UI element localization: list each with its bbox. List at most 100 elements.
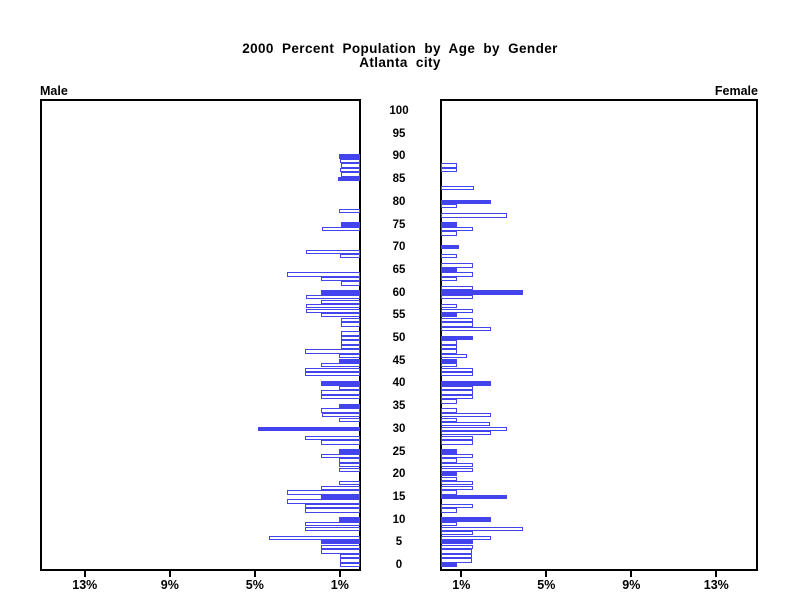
bar-female-age-25 <box>441 449 457 454</box>
bar-female-age-2 <box>441 553 472 559</box>
bar-male-age-12 <box>304 508 361 513</box>
bar-male-age-0 <box>339 562 360 568</box>
female-5pct-label: 5% <box>537 578 556 592</box>
bar-male-age-74 <box>321 226 361 232</box>
bar-female-age-47 <box>441 349 457 354</box>
bar-male-age-6 <box>268 535 360 540</box>
age-tick-label-40: 40 <box>392 377 406 390</box>
bar-female-age-66 <box>441 263 473 268</box>
bar-female-age-44 <box>441 363 457 368</box>
bar-male-age-23 <box>338 458 361 463</box>
bar-male-age-14 <box>286 499 360 504</box>
chart-subtitle: Atlanta city <box>359 55 441 70</box>
bar-male-age-63 <box>320 276 360 282</box>
age-tick-label-80: 80 <box>392 195 406 208</box>
bar-female-age-16 <box>441 490 457 495</box>
bar-male-age-50 <box>340 335 360 341</box>
bar-male-age-62 <box>340 281 360 286</box>
bar-female-age-19 <box>441 476 457 481</box>
bar-male-age-89 <box>339 158 360 164</box>
bar-male-age-35 <box>338 403 361 409</box>
age-tick-label-45: 45 <box>392 354 406 367</box>
bar-female-age-7 <box>441 531 473 536</box>
bar-female-age-1 <box>441 558 472 563</box>
bar-female-age-6 <box>441 535 491 540</box>
bar-female-age-80 <box>441 199 491 204</box>
female-13pct-label: 13% <box>703 578 729 592</box>
bar-male-age-75 <box>340 222 360 227</box>
bar-female-age-70 <box>441 245 460 250</box>
age-tick-label-50: 50 <box>392 332 406 344</box>
age-tick-label-5: 5 <box>395 536 403 549</box>
bar-female-age-73 <box>441 231 457 236</box>
bar-female-age-24 <box>441 453 473 459</box>
bar-female-age-29 <box>441 431 491 436</box>
bar-female-age-27 <box>441 440 473 445</box>
bar-male-age-32 <box>338 417 361 422</box>
age-tick-label-20: 20 <box>392 468 406 481</box>
bar-male-age-49 <box>340 340 360 345</box>
bar-female-age-54 <box>441 317 473 322</box>
male-5pct-label: 5% <box>245 578 264 592</box>
age-tick-label-100: 100 <box>389 105 409 117</box>
bar-male-age-46 <box>338 354 361 359</box>
bar-male-age-38 <box>320 390 360 395</box>
bar-female-age-55 <box>441 313 457 318</box>
bar-male-age-9 <box>304 521 361 527</box>
male-13pct-tick <box>83 571 86 577</box>
bar-male-age-21 <box>338 467 361 472</box>
age-tick-label-95: 95 <box>392 127 406 140</box>
bar-male-age-40 <box>320 381 360 386</box>
bar-male-age-87 <box>339 167 360 173</box>
bar-male-age-85 <box>337 176 360 182</box>
bar-female-age-12 <box>441 508 457 513</box>
bar-female-age-9 <box>441 521 457 527</box>
male-1pct-tick <box>338 571 341 577</box>
bar-female-age-75 <box>441 222 457 227</box>
male-5pct-tick <box>253 571 256 577</box>
bar-male-age-68 <box>339 254 360 259</box>
male-9pct-label: 9% <box>160 578 179 592</box>
bar-female-age-3 <box>441 549 472 554</box>
bar-female-age-79 <box>441 204 457 209</box>
bar-male-age-88 <box>340 163 360 168</box>
bar-male-age-43 <box>304 367 361 372</box>
bar-male-age-22 <box>338 462 361 468</box>
female-9pct-label: 9% <box>622 578 641 592</box>
bar-male-age-27 <box>320 440 360 445</box>
age-tick-label-10: 10 <box>392 513 406 526</box>
bar-female-age-87 <box>441 167 457 173</box>
bar-male-age-60 <box>320 290 360 295</box>
bar-female-age-5 <box>441 540 473 545</box>
bar-female-age-18 <box>441 481 473 486</box>
bar-male-age-90 <box>338 154 361 159</box>
bar-female-age-34 <box>441 408 457 413</box>
bar-female-age-30 <box>441 426 507 431</box>
bar-male-age-18 <box>338 481 361 486</box>
bar-male-age-13 <box>304 503 361 509</box>
bar-male-age-78 <box>338 208 361 214</box>
bar-female-age-21 <box>441 467 473 472</box>
bar-male-age-33 <box>321 413 361 418</box>
bar-female-age-65 <box>441 267 457 273</box>
bar-male-age-48 <box>340 344 360 350</box>
bar-female-age-45 <box>441 358 457 363</box>
bar-male-age-55 <box>320 313 360 318</box>
chart-title: 2000 Percent Population by Age by Gender <box>242 41 558 56</box>
bar-female-age-8 <box>441 526 523 531</box>
bar-female-age-4 <box>441 544 473 549</box>
bar-female-age-20 <box>441 472 457 477</box>
bar-male-age-28 <box>304 435 361 441</box>
bar-male-age-2 <box>339 553 360 559</box>
bar-male-age-57 <box>305 304 360 309</box>
bar-male-age-39 <box>338 385 361 391</box>
bar-female-age-32 <box>441 417 457 422</box>
bar-male-age-54 <box>340 317 360 322</box>
bar-female-age-56 <box>441 308 473 313</box>
bar-male-age-4 <box>320 544 360 549</box>
bar-male-age-47 <box>304 349 361 354</box>
bar-male-age-86 <box>340 172 360 177</box>
bar-female-age-15 <box>441 494 507 500</box>
bar-male-age-30 <box>258 426 360 431</box>
bar-female-age-52 <box>441 326 491 332</box>
